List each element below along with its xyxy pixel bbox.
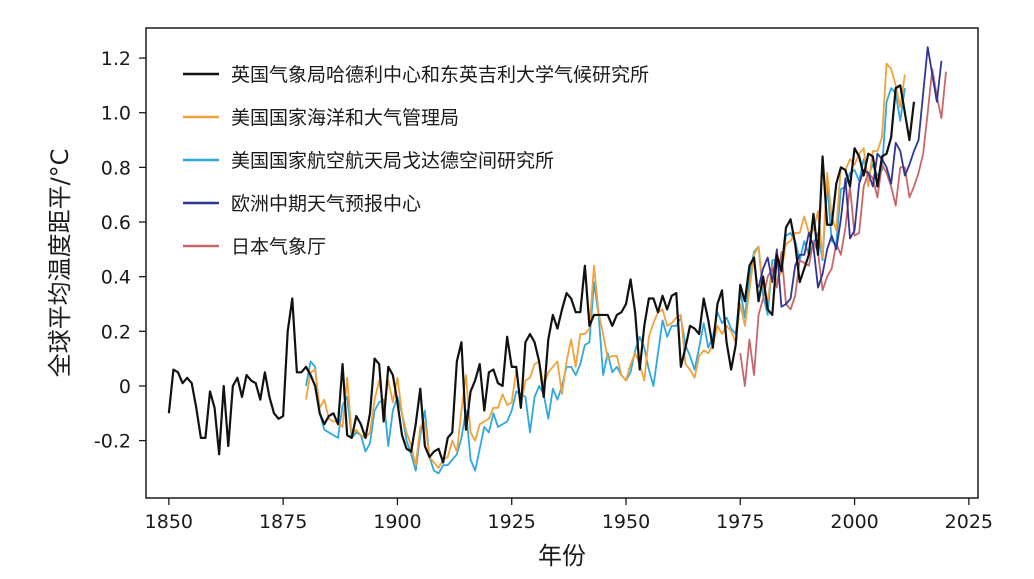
- legend-label-2: 美国国家航空航天局戈达德空间研究所: [231, 150, 554, 172]
- y-tick-label-4: 0.6: [101, 212, 131, 234]
- series-line-4: [739, 68, 947, 387]
- x-tick-label-2025: 2025: [945, 511, 993, 533]
- y-tick-label-7: 1.2: [101, 48, 131, 70]
- x-tick-label-1925: 1925: [488, 511, 536, 533]
- y-axis-title: 全球平均温度距平/°C: [46, 149, 74, 378]
- series-line-0: [167, 84, 916, 464]
- legend-label-4: 日本气象厅: [231, 236, 326, 258]
- y-tick-label-1: 0: [119, 376, 131, 398]
- y-tick-label-0: -0.2: [94, 431, 131, 453]
- y-axis: -0.2 0 0.2 0.4 0.6 0.8 1.0 1.2: [94, 48, 146, 453]
- plot-frame: [145, 27, 979, 499]
- y-tick-label-2: 0.2: [101, 321, 131, 343]
- x-tick-label-2000: 2000: [830, 511, 878, 533]
- x-tick-label-1900: 1900: [373, 511, 421, 533]
- x-tick-label-1975: 1975: [716, 511, 764, 533]
- y-tick-label-3: 0.4: [101, 267, 131, 289]
- series-line-3: [757, 46, 943, 308]
- legend: 英国气象局哈德利中心和东英吉利大学气候研究所美国国家海洋和大气管理局美国国家航空…: [183, 64, 649, 258]
- y-tick-label-5: 0.8: [101, 157, 131, 179]
- x-tick-label-1850: 1850: [145, 511, 193, 533]
- x-axis: 1850 1875 1900 1925 1950 1975 2000 2025: [145, 498, 993, 533]
- series-line-1: [305, 62, 906, 469]
- x-axis-title: 年份: [538, 542, 586, 570]
- series-layer: [167, 46, 947, 475]
- x-tick-label-1875: 1875: [259, 511, 307, 533]
- legend-label-0: 英国气象局哈德利中心和东英吉利大学气候研究所: [231, 64, 649, 86]
- legend-label-1: 美国国家海洋和大气管理局: [231, 107, 459, 129]
- x-tick-label-1950: 1950: [602, 511, 650, 533]
- y-tick-label-6: 1.0: [101, 103, 131, 125]
- series-line-2: [305, 87, 906, 475]
- legend-label-3: 欧洲中期天气预报中心: [231, 193, 421, 215]
